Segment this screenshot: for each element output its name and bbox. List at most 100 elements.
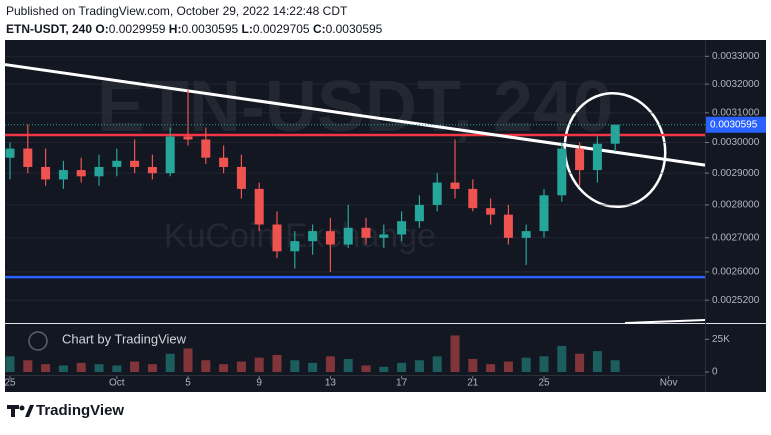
y-tick-label: 0.0030000	[712, 137, 760, 148]
candle-body	[557, 148, 567, 196]
x-tick-label: 13	[325, 378, 337, 389]
ohlc-label: L:	[242, 22, 253, 36]
logo-part	[25, 405, 34, 417]
y2-tick-label: 0	[712, 367, 718, 378]
volume-bar	[165, 353, 175, 372]
logo-part	[19, 405, 25, 411]
candle-body	[76, 170, 86, 177]
volume-bar	[432, 356, 442, 372]
candle-body	[5, 148, 15, 158]
volume-bar	[521, 357, 531, 372]
candle-body	[468, 188, 478, 209]
candle-body	[450, 182, 460, 189]
volume-bar	[130, 361, 140, 372]
volume-bar	[58, 365, 68, 372]
candle-body	[219, 157, 229, 167]
candle-body	[254, 188, 264, 225]
chart-background	[5, 40, 766, 392]
volume-bar	[486, 364, 496, 372]
x-tick-label: 25	[4, 378, 16, 389]
volume-bar	[361, 365, 371, 372]
volume-bar	[219, 364, 229, 372]
x-tick-label: 5	[185, 378, 191, 389]
last-price-label: 0.0030595	[710, 119, 758, 130]
watermark-exchange: KuCoin Exchange	[164, 217, 436, 255]
ohlc-label: H:	[169, 22, 182, 36]
ohlc-value: 0.0029705	[253, 22, 310, 36]
candle-body	[165, 136, 175, 174]
volume-bar	[23, 360, 33, 372]
candle-body	[58, 170, 68, 180]
volume-bar	[147, 364, 157, 372]
ohlc-value: 0.0030595	[326, 22, 383, 36]
volume-bar	[610, 360, 620, 372]
x-tick-label: Nov	[660, 378, 678, 389]
candle-body	[521, 231, 531, 238]
volume-bar	[397, 362, 407, 372]
trendline	[4, 63, 706, 167]
candle-body	[379, 234, 389, 238]
candle-body	[343, 227, 353, 245]
candle-body	[414, 204, 424, 222]
last-price-box	[706, 116, 766, 133]
volume-bar	[272, 355, 282, 372]
x-tick-label: 25	[538, 378, 550, 389]
volume-bar	[290, 360, 300, 372]
volume-bar	[183, 348, 193, 372]
volume-bar	[5, 356, 15, 372]
candle-body	[130, 160, 140, 167]
candle-body	[361, 227, 371, 238]
y2-tick-label: 25K	[712, 334, 730, 345]
candle-body	[290, 241, 300, 252]
volume-bar	[254, 357, 264, 372]
y-tick-label: 0.0029000	[712, 168, 760, 179]
brand-logo	[7, 405, 34, 417]
candle-body	[325, 231, 335, 245]
volume-bar	[575, 353, 585, 372]
candle-body	[236, 166, 246, 189]
volume-bar	[557, 345, 567, 372]
x-tick-label: Oct	[109, 378, 125, 389]
y-tick-label: 0.0026000	[712, 267, 760, 278]
candle-body	[308, 231, 318, 242]
y-tick-label: 0.0028000	[712, 200, 760, 211]
volume-bar	[236, 361, 246, 372]
y-tick-label: 0.0032000	[712, 79, 760, 90]
candle-body	[610, 124, 620, 144]
volume-bar	[201, 360, 211, 372]
volume-bar	[325, 356, 335, 372]
volume-bar	[379, 366, 389, 372]
ohlc-label: O:	[95, 22, 108, 36]
volume-bar	[94, 364, 104, 372]
ohlc-value: 0.0029959	[109, 22, 166, 36]
candle-body	[432, 182, 442, 205]
candle-body	[539, 195, 549, 232]
candle-body	[592, 143, 602, 171]
volume-bar	[343, 358, 353, 372]
volume-bar	[468, 358, 478, 372]
candle-body	[201, 139, 211, 158]
x-tick-label: 17	[396, 378, 408, 389]
candle-body	[112, 160, 122, 167]
logo-part	[11, 405, 15, 417]
y-tick-label: 0.0025200	[712, 295, 760, 306]
volume-bar	[539, 356, 549, 372]
volume-bar	[41, 364, 51, 372]
brand: TradingView	[36, 402, 124, 419]
volume-bar	[592, 351, 602, 372]
attribution-logo	[28, 331, 48, 351]
attribution: Chart by TradingView	[28, 331, 187, 351]
attribution-text: Chart by TradingView	[62, 331, 187, 346]
volume-bar	[450, 335, 460, 372]
volume-bar	[112, 365, 122, 372]
symbol: ETN-USDT, 240	[6, 22, 92, 36]
published-line: Published on TradingView.com, October 29…	[6, 4, 348, 18]
volume-bar	[414, 360, 424, 372]
volume-bar	[308, 362, 318, 372]
y-tick-label: 0.0031000	[712, 107, 760, 118]
y-tick-label: 0.0033000	[712, 51, 760, 62]
ohlc-value: 0.0030595	[181, 22, 238, 36]
watermark-symbol: ETN-USDT, 240	[97, 67, 613, 147]
x-tick-label: 21	[467, 378, 479, 389]
